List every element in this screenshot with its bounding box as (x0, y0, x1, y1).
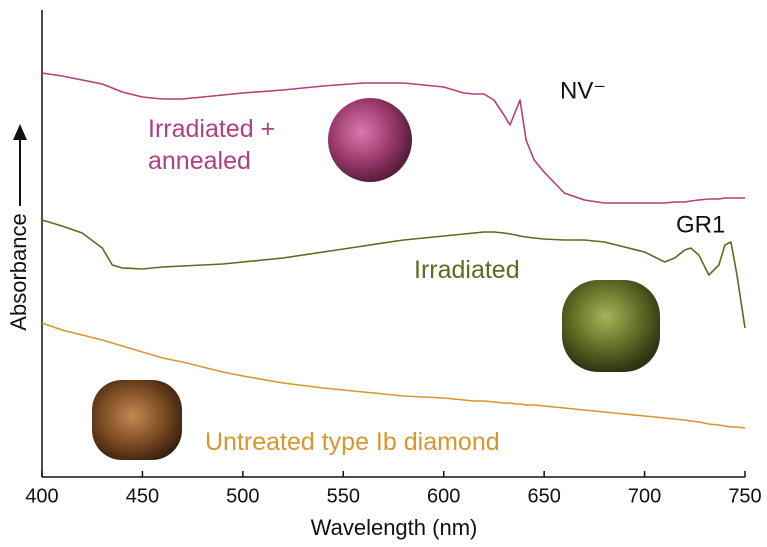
series-line (41, 72, 745, 204)
y-axis-title: Absorbance (6, 213, 31, 330)
x-axis-title: Wavelength (nm) (311, 515, 478, 540)
x-tick-label: 750 (728, 485, 761, 507)
x-tick-label: 450 (126, 485, 159, 507)
x-tick-label: 550 (327, 485, 360, 507)
gem-olive (562, 280, 660, 372)
series-line (41, 322, 746, 429)
series-label: Untreated type Ib diamond (205, 428, 500, 456)
gem-brown (92, 380, 182, 460)
x-tick-label: 400 (25, 485, 58, 507)
series-label: Irradiated (414, 256, 520, 284)
gem-pink (328, 98, 412, 182)
y-arrow (13, 124, 27, 206)
series-line (41, 219, 746, 329)
series-label: Irradiated + annealed (148, 115, 276, 175)
gem-images (92, 98, 660, 460)
arrow-head (13, 124, 27, 140)
x-tick-label: 500 (226, 485, 259, 507)
annotation: GR1 (676, 211, 725, 238)
x-tick-label: 700 (628, 485, 661, 507)
x-tick-label: 600 (427, 485, 460, 507)
x-tick-label: 650 (527, 485, 560, 507)
annotation: NV⁻ (560, 77, 606, 104)
